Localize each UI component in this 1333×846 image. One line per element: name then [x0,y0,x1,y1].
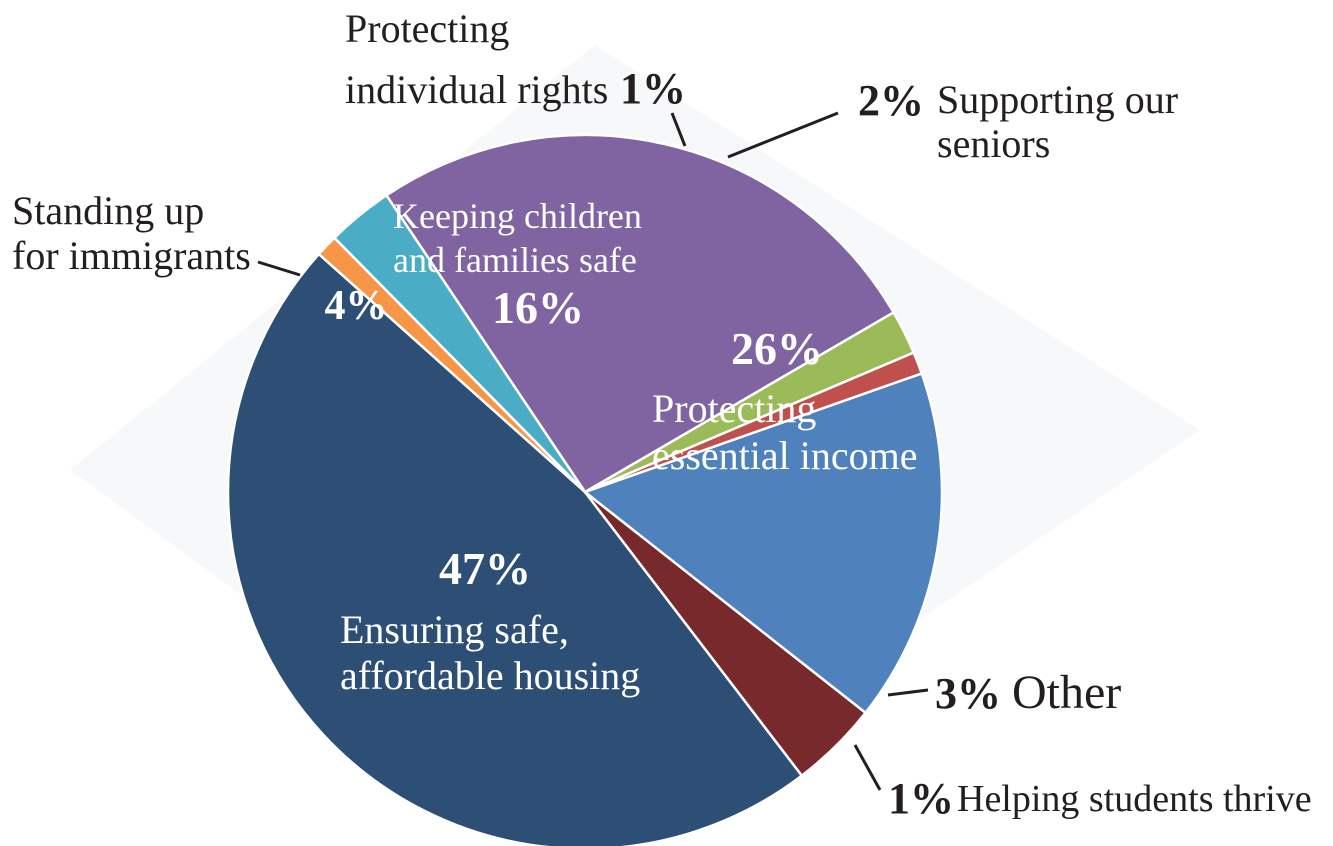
pie-slice-ensuring-safe-affordable-housing [226,252,804,846]
slice-label-income-line1: Protecting [652,386,816,431]
slice-label-seniors-line2: seniors [937,121,1050,166]
pie-slice-helping-students-thrive [317,236,587,494]
leader-lines [257,111,929,791]
slice-value-other: 3% [935,669,1001,718]
slice-label-other: Other [1012,666,1121,719]
pie-slice-protecting-essential-income [385,133,895,494]
slice-value-children: 16% [492,282,584,333]
slice-label-immigrants-line2: for immigrants [12,233,251,278]
slice-label-immigrants-line1: Standing up [12,188,204,233]
slice-value-housing: 47% [439,543,531,594]
leader-line-immigrants [257,260,301,277]
pie-slices [226,133,944,846]
slice-label-students: Helping students thrive [957,778,1312,820]
pie-slice-keeping-children-and-families-safe [583,372,944,715]
slice-label-housing-line1: Ensuring safe, [340,607,569,652]
leader-line-seniors [727,111,839,159]
slice-label-rights-line1: Protecting [345,6,509,51]
slice-value-immigrants: 4% [325,283,388,329]
slice-label-children-line2: and families safe [393,240,637,280]
slice-value-income: 26% [731,323,823,374]
slice-value-seniors: 2% [858,76,924,125]
leader-line-rights [670,112,687,147]
slice-label-seniors-line1: Supporting our [937,77,1178,122]
slice-value-rights: 1% [620,64,686,113]
slice-label-children-line1: Keeping children [393,196,642,236]
slice-value-students: 1% [888,774,954,823]
slice-label-rights-line2: individual rights [345,67,608,112]
slice-label-income-line2: essential income [652,433,917,478]
leader-line-other [887,688,929,697]
leader-line-students [853,744,882,791]
slice-label-housing-line2: affordable housing [340,653,640,698]
